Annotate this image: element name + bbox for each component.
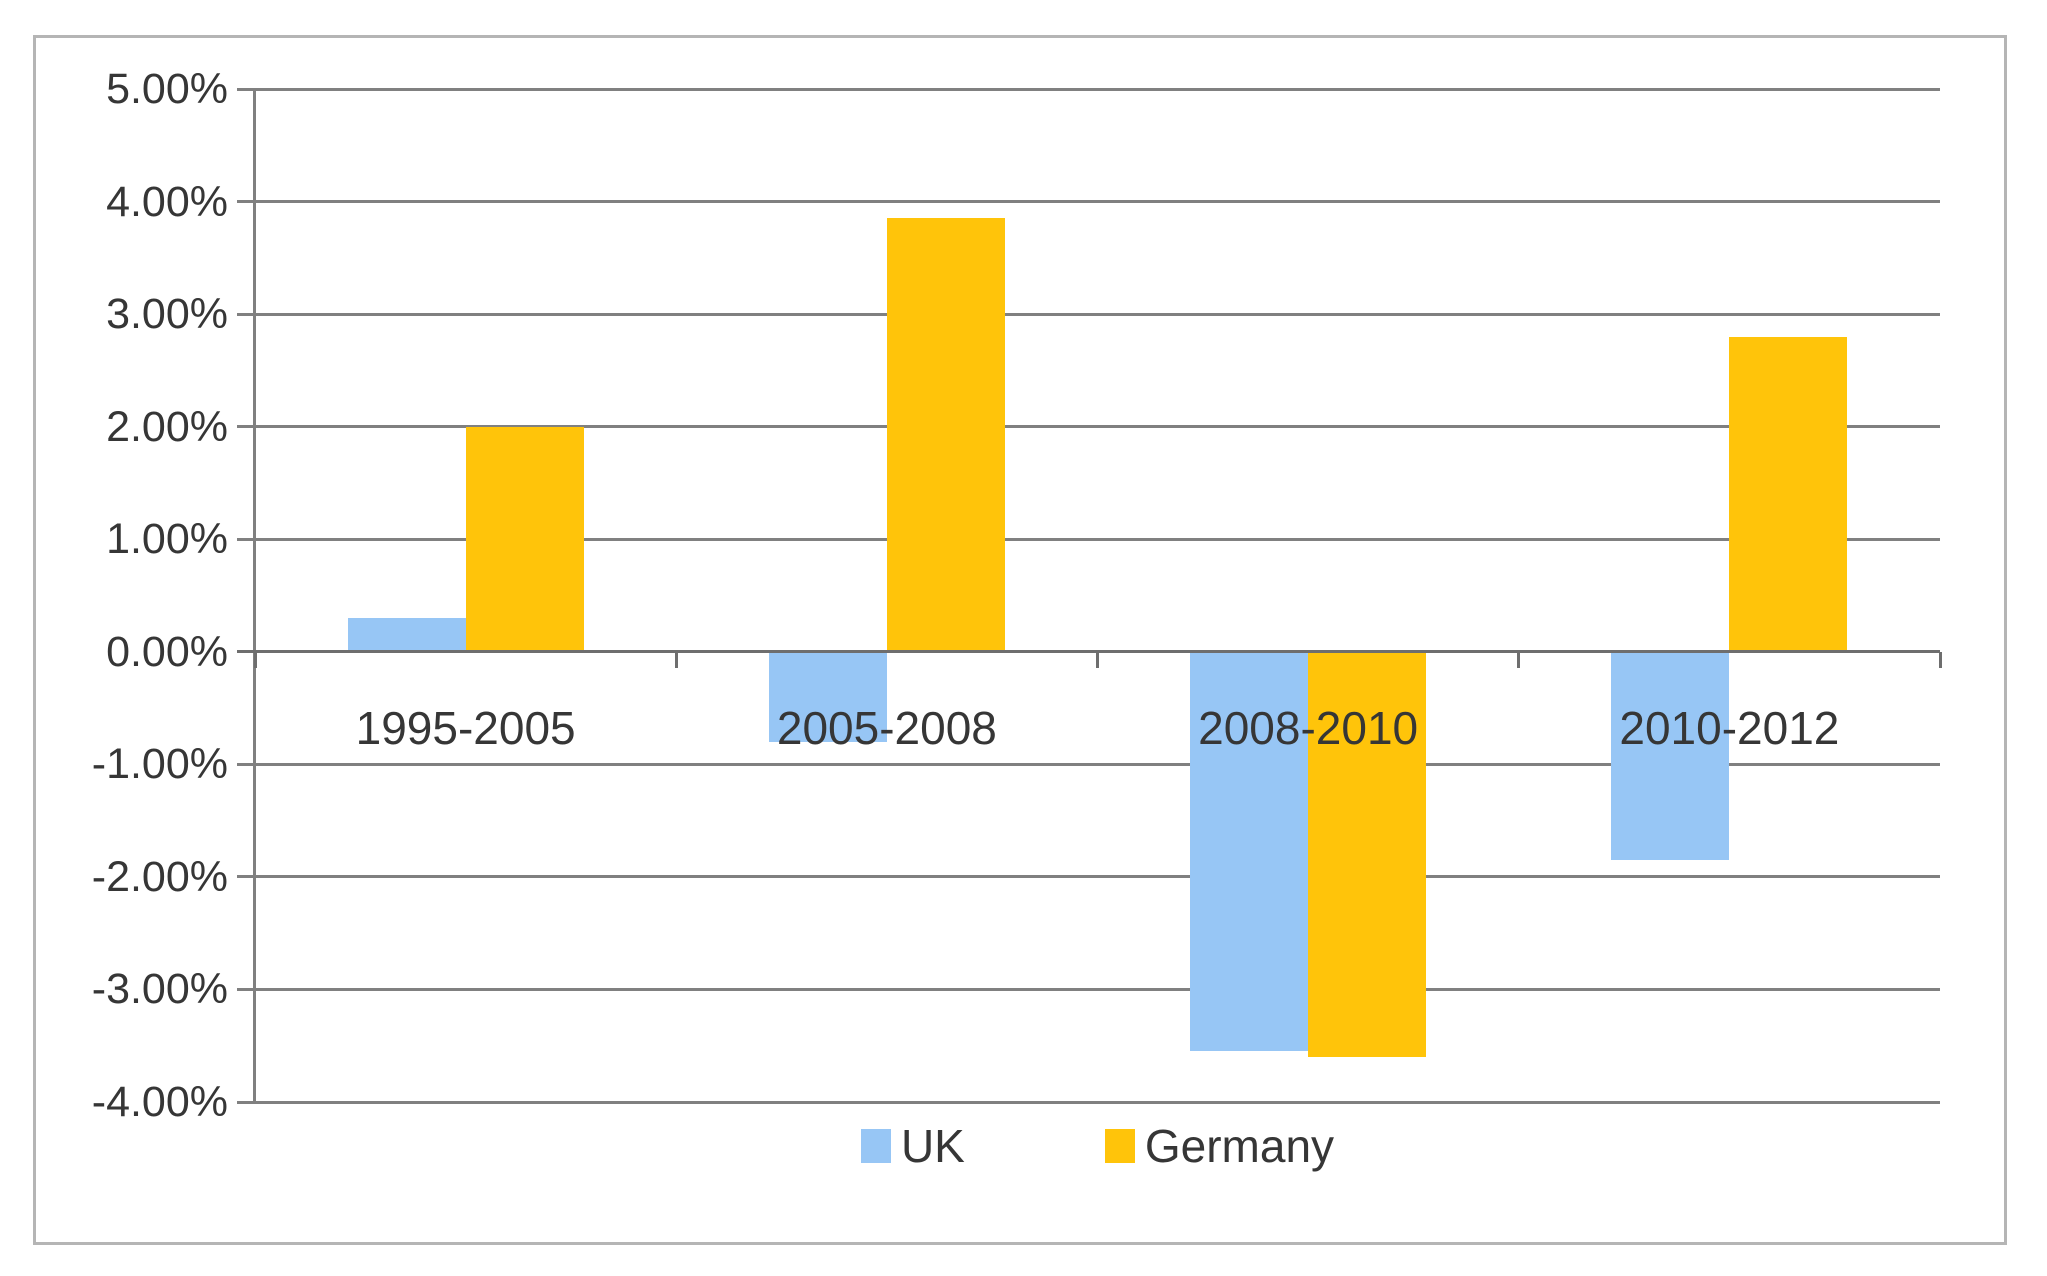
y-axis-tick-label: 4.00% <box>106 177 228 226</box>
gridline <box>237 762 1940 766</box>
x-axis-category-label: 2005-2008 <box>776 701 997 754</box>
y-axis-tick-label: -2.00% <box>91 852 228 901</box>
y-axis-tick-label: 5.00% <box>106 65 228 113</box>
gridline <box>237 425 1940 429</box>
gridline <box>237 1100 1940 1104</box>
y-axis-tick-label: -3.00% <box>91 965 228 1014</box>
y-axis-tick-label: -1.00% <box>91 740 228 789</box>
y-axis-line <box>253 89 256 1102</box>
x-axis-category-label: 1995-2005 <box>355 701 576 754</box>
y-axis-tick-label: -4.00% <box>91 1078 228 1126</box>
x-axis-category-label: 2010-2012 <box>1619 701 1840 754</box>
bar-germany-2005-2008 <box>886 218 1005 652</box>
y-axis-tick-label: 0.00% <box>106 627 228 676</box>
x-axis-category-label: 2008-2010 <box>1198 701 1419 754</box>
x-axis-tick <box>674 651 678 668</box>
legend-label: UK <box>900 1120 965 1172</box>
x-axis-tick <box>1096 651 1099 668</box>
legend-swatch-icon <box>860 1129 891 1163</box>
bar-uk-2010-2012 <box>1611 651 1730 860</box>
legend-item-uk: UK <box>860 1116 965 1176</box>
y-axis-tick-label: 2.00% <box>106 402 228 451</box>
gridline <box>237 875 1940 879</box>
bar-uk-1995-2005 <box>347 618 466 652</box>
bar-uk-2008-2010 <box>1190 651 1309 1052</box>
bar-germany-1995-2005 <box>465 426 584 652</box>
bar-uk-2005-2008 <box>768 651 887 742</box>
gridline <box>237 200 1940 204</box>
gridline <box>237 537 1940 541</box>
gridline <box>237 650 1940 654</box>
gridline <box>237 987 1940 991</box>
legend-item-germany: Germany <box>1104 1116 1335 1176</box>
y-axis-tick-label: 1.00% <box>106 515 228 564</box>
figure-border <box>33 35 2007 1245</box>
legend-label: Germany <box>1144 1120 1335 1172</box>
gridline <box>237 87 1940 91</box>
y-axis-tick-label: 3.00% <box>106 290 228 339</box>
x-axis-tick <box>1517 651 1521 668</box>
x-axis-tick <box>253 651 257 668</box>
bar-germany-2010-2012 <box>1729 336 1848 652</box>
gridline <box>237 312 1940 316</box>
bar-germany-2008-2010 <box>1308 651 1427 1057</box>
x-axis-tick <box>1938 651 1942 668</box>
legend: UK Germany <box>255 1116 1940 1176</box>
legend-swatch-icon <box>1104 1129 1135 1163</box>
